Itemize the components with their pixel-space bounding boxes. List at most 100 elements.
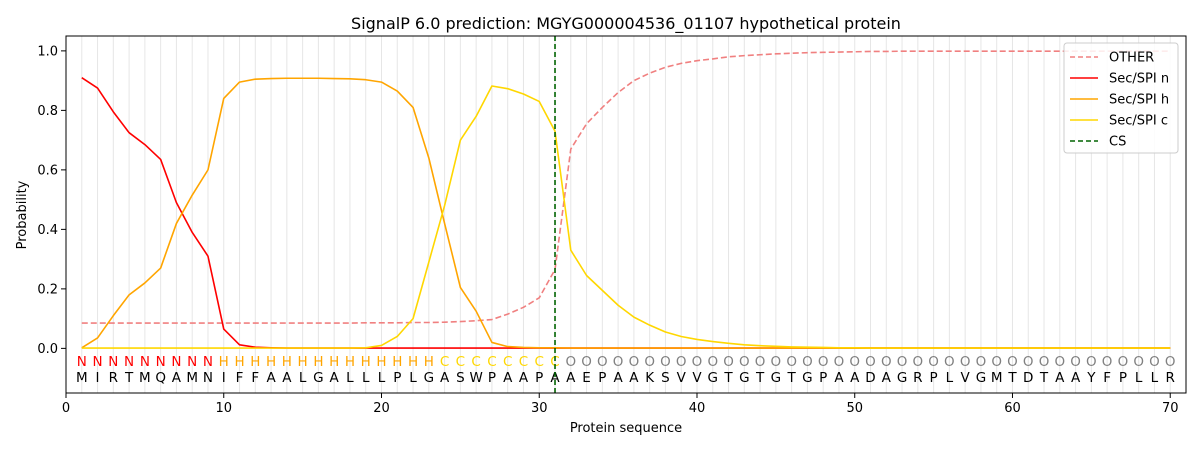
region-label: H bbox=[345, 354, 355, 370]
region-label: N bbox=[203, 354, 213, 370]
residue-label: V bbox=[692, 370, 702, 386]
x-tick-label: 50 bbox=[846, 401, 863, 416]
residue-label: Q bbox=[155, 370, 166, 386]
region-label: H bbox=[234, 354, 244, 370]
region-label: O bbox=[913, 354, 924, 370]
residue-label: G bbox=[897, 370, 907, 386]
region-label: O bbox=[976, 354, 987, 370]
region-label: O bbox=[991, 354, 1002, 370]
y-tick-label: 0.4 bbox=[37, 223, 58, 238]
region-label: O bbox=[786, 354, 797, 370]
region-label: O bbox=[1086, 354, 1097, 370]
residue-label: G bbox=[313, 370, 323, 386]
residue-label: A bbox=[629, 370, 639, 386]
region-label: O bbox=[692, 354, 703, 370]
residue-label: A bbox=[330, 370, 340, 386]
region-label: O bbox=[897, 354, 908, 370]
y-tick-label: 0.8 bbox=[37, 104, 58, 119]
residue-label: Y bbox=[1086, 370, 1096, 386]
region-label: H bbox=[282, 354, 292, 370]
residue-label: R bbox=[1166, 370, 1175, 386]
region-label: H bbox=[392, 354, 402, 370]
x-tick-label: 70 bbox=[1162, 401, 1179, 416]
residue-label: M bbox=[139, 370, 151, 386]
chart-title: SignalP 6.0 prediction: MGYG000004536_01… bbox=[351, 14, 901, 34]
residue-label: P bbox=[930, 370, 938, 386]
region-label: O bbox=[1039, 354, 1050, 370]
region-label: O bbox=[644, 354, 655, 370]
residue-label: L bbox=[1151, 370, 1159, 386]
residue-label: V bbox=[677, 370, 687, 386]
x-tick-label: 30 bbox=[531, 401, 548, 416]
region-label: O bbox=[865, 354, 876, 370]
residue-label: A bbox=[566, 370, 576, 386]
residue-label: A bbox=[440, 370, 450, 386]
residue-label: W bbox=[469, 370, 482, 386]
residue-label: L bbox=[409, 370, 417, 386]
residue-label: T bbox=[1007, 370, 1017, 386]
region-label: O bbox=[881, 354, 892, 370]
residue-label: L bbox=[378, 370, 386, 386]
residue-label: A bbox=[882, 370, 892, 386]
residue-label: T bbox=[755, 370, 765, 386]
residue-label: A bbox=[834, 370, 844, 386]
region-label: O bbox=[802, 354, 813, 370]
region-label: N bbox=[187, 354, 197, 370]
region-label: C bbox=[471, 354, 480, 370]
region-label: H bbox=[266, 354, 276, 370]
region-label: O bbox=[1149, 354, 1160, 370]
region-label: H bbox=[313, 354, 323, 370]
legend: OTHER Sec/SPI n Sec/SPI h Sec/SPI c CS bbox=[1063, 42, 1179, 154]
region-label: H bbox=[298, 354, 308, 370]
residue-label: P bbox=[393, 370, 401, 386]
residue-label: A bbox=[550, 370, 560, 386]
region-label: N bbox=[108, 354, 118, 370]
region-label: O bbox=[613, 354, 624, 370]
residue-label: I bbox=[222, 370, 226, 386]
grid-lines bbox=[81, 36, 1171, 393]
region-label: H bbox=[361, 354, 371, 370]
region-label: O bbox=[723, 354, 734, 370]
region-label: O bbox=[928, 354, 939, 370]
region-label: H bbox=[424, 354, 434, 370]
residue-label: G bbox=[708, 370, 718, 386]
residue-label: T bbox=[124, 370, 134, 386]
region-label: O bbox=[1133, 354, 1144, 370]
region-label: O bbox=[755, 354, 766, 370]
residue-label: L bbox=[299, 370, 307, 386]
residue-label: G bbox=[739, 370, 749, 386]
y-tick-label: 0.0 bbox=[37, 342, 58, 357]
residue-label: A bbox=[1071, 370, 1081, 386]
region-label: O bbox=[1023, 354, 1034, 370]
region-label: N bbox=[140, 354, 150, 370]
series-lines bbox=[81, 36, 1171, 393]
legend-entry: OTHER bbox=[1109, 51, 1154, 66]
series-line-sec-spi-c bbox=[81, 85, 1171, 349]
plot-frame bbox=[65, 35, 1187, 394]
x-tick-label: 20 bbox=[373, 401, 390, 416]
x-tick-label: 10 bbox=[215, 401, 232, 416]
residue-label: M bbox=[76, 370, 88, 386]
y-tick-label: 0.2 bbox=[37, 282, 58, 297]
region-label: H bbox=[376, 354, 386, 370]
region-label: N bbox=[156, 354, 166, 370]
sequence-annotations: NMNINRNTNMNQNANMNNHIHFHFHAHAHLHGHAHLHLHL… bbox=[76, 354, 1176, 386]
residue-label: I bbox=[96, 370, 100, 386]
region-label: O bbox=[818, 354, 829, 370]
residue-label: A bbox=[172, 370, 182, 386]
x-tick-label: 0 bbox=[62, 401, 70, 416]
residue-label: P bbox=[598, 370, 606, 386]
region-label: O bbox=[1118, 354, 1129, 370]
residue-label: G bbox=[424, 370, 434, 386]
x-tick-label: 40 bbox=[689, 401, 706, 416]
region-label: O bbox=[676, 354, 687, 370]
region-label: O bbox=[1054, 354, 1065, 370]
region-label: O bbox=[849, 354, 860, 370]
region-label: C bbox=[535, 354, 544, 370]
region-label: O bbox=[1007, 354, 1018, 370]
region-label: O bbox=[1165, 354, 1176, 370]
residue-label: A bbox=[850, 370, 860, 386]
residue-label: A bbox=[266, 370, 276, 386]
residue-label: G bbox=[802, 370, 812, 386]
residue-label: A bbox=[503, 370, 513, 386]
